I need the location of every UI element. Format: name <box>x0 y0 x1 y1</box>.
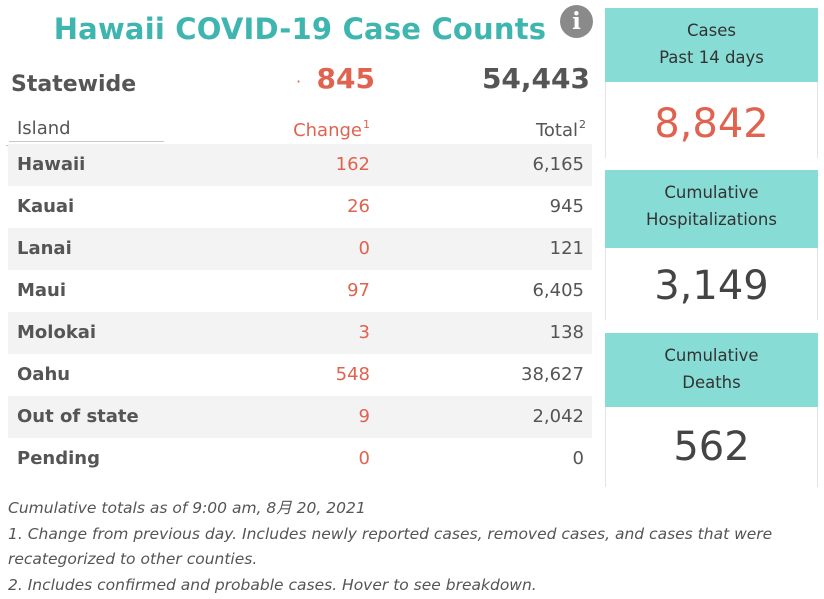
card-title-line: Hospitalizations <box>646 210 777 229</box>
row-total: 38,627 <box>521 364 584 385</box>
row-change: 162 <box>335 154 370 175</box>
row-change: 0 <box>358 238 370 259</box>
row-change: 26 <box>347 196 370 217</box>
column-header-change-label: Change <box>293 120 362 141</box>
row-total: 945 <box>549 196 584 217</box>
statewide-total[interactable]: 54,443 <box>481 62 590 95</box>
header-divider <box>9 141 164 142</box>
footnote-2: 2. Includes confirmed and probable cases… <box>8 575 537 594</box>
table-row-maui[interactable]: Maui 97 6,405 <box>8 270 592 312</box>
page-title: Hawaii COVID-19 Case Counts <box>53 12 547 46</box>
row-island: Lanai <box>17 238 72 259</box>
hospitalizations-body: 3,149 <box>605 248 818 320</box>
statewide-change-marker: · <box>296 72 302 91</box>
footnote-1: 1. Change from previous day. Includes ne… <box>8 524 773 569</box>
footnotes: Cumulative totals as of 9:00 am, 8月 20, … <box>8 496 808 598</box>
deaths-card[interactable]: Cumulative Deaths 562 <box>605 333 818 487</box>
row-change: 9 <box>358 406 370 427</box>
table-row-pending[interactable]: Pending 0 0 <box>8 438 592 480</box>
info-icon[interactable]: i <box>560 5 593 38</box>
table-row-oahu[interactable]: Oahu 548 38,627 <box>8 354 592 396</box>
island-table: Hawaii 162 6,165 Kauai 26 945 Lanai 0 12… <box>8 144 592 480</box>
deaths-value: 562 <box>673 424 750 470</box>
row-island: Out of state <box>17 406 139 427</box>
row-change: 548 <box>335 364 370 385</box>
table-row-out-of-state[interactable]: Out of state 9 2,042 <box>8 396 592 438</box>
cases-14-days-value: 8,842 <box>654 101 769 147</box>
cases-14-days-header: Cases Past 14 days <box>605 8 818 82</box>
card-title-line: Past 14 days <box>659 48 764 67</box>
row-island: Hawaii <box>17 154 86 175</box>
column-header-island: Island <box>17 118 71 139</box>
statewide-change[interactable]: 845 <box>316 62 375 95</box>
cases-14-days-body: 8,842 <box>605 82 818 158</box>
row-island: Oahu <box>17 364 71 385</box>
as-of-note: Cumulative totals as of 9:00 am, 8月 20, … <box>8 499 366 517</box>
row-change: 3 <box>358 322 370 343</box>
card-title-line: Cumulative <box>664 183 759 202</box>
row-total: 0 <box>572 448 584 469</box>
hospitalizations-value: 3,149 <box>654 263 769 309</box>
card-title-line: Cumulative <box>664 346 759 365</box>
cases-14-days-card[interactable]: Cases Past 14 days 8,842 <box>605 8 818 158</box>
row-island: Kauai <box>17 196 75 217</box>
row-total: 6,165 <box>532 154 584 175</box>
card-title-line: Cases <box>687 21 736 40</box>
table-row-molokai[interactable]: Molokai 3 138 <box>8 312 592 354</box>
column-header-total-label: Total <box>535 120 578 141</box>
row-total: 121 <box>549 238 584 259</box>
hospitalizations-card[interactable]: Cumulative Hospitalizations 3,149 <box>605 170 818 320</box>
footnote-marker-1: 1 <box>363 118 370 131</box>
row-island: Molokai <box>17 322 97 343</box>
table-row-hawaii[interactable]: Hawaii 162 6,165 <box>8 144 592 186</box>
table-row-kauai[interactable]: Kauai 26 945 <box>8 186 592 228</box>
statewide-label: Statewide <box>11 72 137 97</box>
row-total: 138 <box>549 322 584 343</box>
card-title-line: Deaths <box>682 373 741 392</box>
row-change: 0 <box>358 448 370 469</box>
table-row-lanai[interactable]: Lanai 0 121 <box>8 228 592 270</box>
hospitalizations-header: Cumulative Hospitalizations <box>605 170 818 248</box>
column-header-change: Change1 <box>290 118 370 141</box>
deaths-header: Cumulative Deaths <box>605 333 818 407</box>
column-header-total: Total2 <box>480 118 586 141</box>
deaths-body: 562 <box>605 407 818 487</box>
footnote-marker-2: 2 <box>579 118 586 131</box>
row-island: Maui <box>17 280 67 301</box>
row-change: 97 <box>347 280 370 301</box>
row-total: 2,042 <box>532 406 584 427</box>
row-total: 6,405 <box>532 280 584 301</box>
row-island: Pending <box>17 448 100 469</box>
